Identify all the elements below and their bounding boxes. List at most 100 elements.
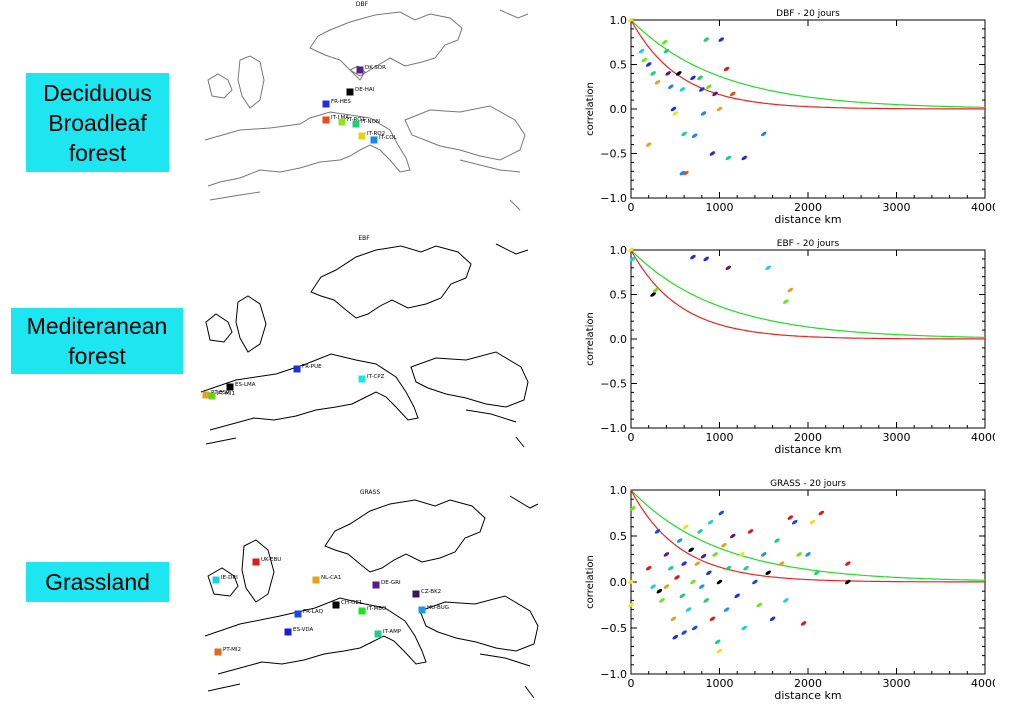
data-point	[668, 84, 674, 90]
data-point	[628, 17, 634, 23]
x-tick-label: 4000	[971, 201, 995, 214]
data-point	[747, 529, 754, 534]
y-tick-label: 0.5	[610, 289, 628, 302]
site-marker	[293, 365, 301, 373]
site-label: UK-EBU	[261, 557, 281, 563]
data-point	[783, 299, 789, 304]
site-label: PT-MI2	[223, 647, 241, 653]
data-point	[676, 71, 682, 76]
data-point	[700, 111, 707, 116]
data-point	[707, 519, 714, 525]
fit-curve	[630, 249, 985, 340]
data-point	[716, 106, 723, 112]
data-point	[714, 639, 721, 645]
site-label: IT-COL	[379, 135, 398, 141]
data-point	[679, 170, 686, 176]
site-marker	[356, 66, 364, 74]
fit-curve	[630, 489, 985, 581]
data-point	[703, 598, 710, 603]
data-point	[650, 292, 656, 297]
data-point	[697, 75, 703, 81]
chart-ebf: EBF - 20 jours 0 1000 2000 3000 4000 −1.0 −0.5 0…	[585, 239, 995, 456]
data-point	[650, 71, 656, 76]
data-point	[706, 84, 712, 90]
label-mediteranean-forest: Mediteranean forest	[11, 308, 183, 374]
site-label: FR-HES	[331, 99, 351, 105]
x-axis-label: distance km	[774, 443, 841, 456]
x-tick-label: 2000	[794, 677, 822, 690]
data-point	[703, 256, 710, 262]
x-tick-label: 3000	[883, 201, 911, 214]
chart-title: GRASS - 20 jours	[770, 479, 846, 489]
data-point	[818, 510, 825, 516]
data-point	[805, 552, 811, 557]
x-tick-label: 3000	[883, 677, 911, 690]
site-marker	[332, 601, 340, 609]
data-point	[654, 80, 661, 85]
site-marker	[226, 383, 234, 391]
data-point	[685, 607, 692, 612]
x-tick-label: 4000	[971, 431, 995, 444]
site-marker	[338, 118, 346, 126]
site-label: HU-BUG	[427, 605, 449, 611]
y-tick-label: 1.0	[610, 14, 628, 27]
site-marker	[352, 120, 360, 128]
site-marker	[322, 100, 330, 108]
data-point	[791, 519, 798, 525]
site-label: IT-CPZ	[367, 374, 385, 380]
data-point	[628, 247, 634, 253]
y-tick-label: 0.5	[610, 59, 628, 72]
data-point	[653, 287, 659, 293]
data-point	[688, 547, 694, 553]
data-point	[774, 538, 780, 543]
data-point	[787, 287, 794, 293]
site-label: IE-DRI	[221, 575, 238, 581]
data-point	[690, 75, 696, 81]
data-point	[721, 542, 727, 548]
data-point	[703, 37, 710, 42]
site-label: FR-PUE	[302, 364, 322, 370]
y-tick-label: −1.0	[600, 192, 627, 205]
data-point	[638, 48, 645, 54]
data-point	[645, 142, 652, 147]
site-marker	[418, 606, 426, 614]
data-point	[712, 552, 718, 557]
site-label: IT-NON	[361, 119, 380, 125]
y-tick-label: 0.0	[610, 103, 628, 116]
data-point	[683, 524, 689, 530]
site-label: CZ-BK2	[421, 589, 441, 595]
x-axis-label: distance km	[774, 689, 841, 702]
data-point	[709, 616, 716, 622]
site-marker	[294, 610, 302, 618]
data-point	[800, 621, 807, 626]
y-axis-label: correlation	[585, 82, 596, 136]
data-point	[709, 151, 716, 156]
data-point	[718, 37, 725, 42]
data-point	[672, 634, 679, 640]
data-point	[679, 593, 686, 599]
data-point	[725, 155, 732, 161]
data-point	[699, 87, 705, 92]
x-tick-label: 0	[628, 677, 635, 690]
data-point	[683, 170, 689, 176]
y-axis-label: correlation	[585, 555, 596, 609]
data-point	[725, 565, 732, 571]
site-marker	[202, 391, 210, 399]
map-grass: GRASS UK-EBU IE-DRI NL-CA1 DE-GRI CZ-BK2 CH-O…	[204, 489, 539, 699]
chart-dbf: DBF - 20 jours 0 1000 2000 3000 4000 −1.0 −0.5 0…	[585, 9, 995, 226]
data-point	[845, 561, 851, 566]
data-point	[628, 602, 634, 608]
chart-title: EBF - 20 jours	[777, 239, 840, 249]
y-axis-label: correlation	[585, 312, 596, 366]
site-label: DE-GRI	[381, 580, 401, 586]
data-point	[628, 579, 634, 585]
y-tick-label: 0.0	[610, 333, 628, 346]
data-point	[670, 616, 677, 622]
data-point	[729, 91, 736, 97]
y-tick-label: 1.0	[610, 244, 628, 257]
data-point	[681, 561, 687, 566]
site-marker	[370, 136, 378, 144]
site-marker	[374, 630, 382, 638]
x-axis-label: distance km	[774, 213, 841, 226]
